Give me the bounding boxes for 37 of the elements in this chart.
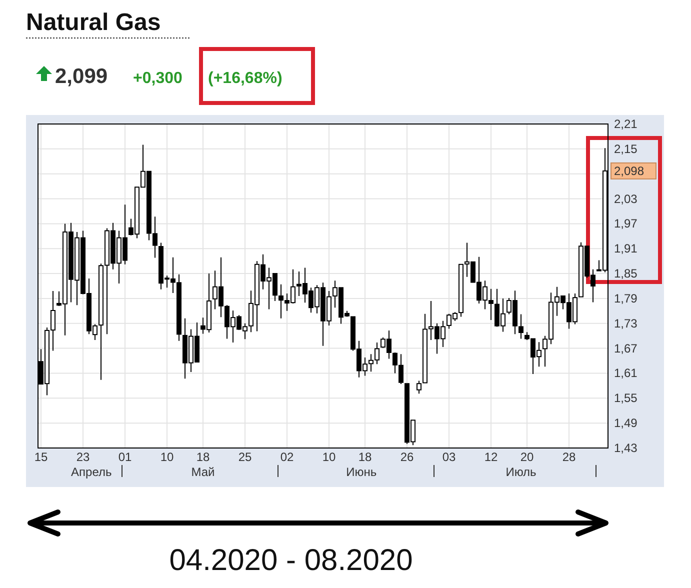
text: (+16,68%)	[208, 70, 282, 87]
y-tick-label: 2,03	[614, 192, 638, 206]
x-tick-label: 02	[280, 450, 294, 464]
text: Май	[191, 465, 215, 479]
y-tick-label: 1,79	[614, 291, 638, 306]
y-tick-label: 1,49	[614, 416, 638, 430]
y-tick-label: 1,97	[614, 216, 638, 231]
text: 2,098	[614, 164, 644, 178]
x-tick-label: 26	[400, 450, 414, 464]
y-tick-label: 1,85	[614, 266, 638, 281]
chart-subtitle: 2,099	[55, 65, 108, 88]
text: 04.2020 - 08.2020	[169, 544, 413, 577]
y-tick-label: 1,55	[614, 391, 638, 406]
y-tick-label: 2,15	[614, 142, 638, 156]
y-tick-label: 1,43	[614, 441, 638, 455]
y-tick-label: 1,73	[614, 316, 638, 330]
x-tick-label: 18	[358, 450, 372, 464]
text: Июль	[506, 465, 536, 479]
chart-title: Natural Gas	[26, 9, 161, 36]
x-tick-label: 28	[562, 450, 576, 464]
x-tick-label: 01	[118, 450, 132, 464]
text: Апрель	[71, 465, 112, 479]
x-tick-label: 20	[520, 450, 534, 464]
x-tick-label: 25	[238, 450, 252, 464]
text: +0,300	[133, 70, 182, 87]
x-tick-label: 10	[160, 450, 174, 464]
text: Июнь	[346, 465, 377, 479]
x-tick-label: 15	[34, 450, 48, 464]
x-tick-label: 23	[76, 450, 90, 464]
x-tick-label: 18	[196, 450, 210, 464]
x-tick-label: 10	[322, 450, 336, 464]
y-tick-label: 1,91	[614, 242, 638, 256]
y-tick-label: 1,61	[614, 366, 638, 380]
y-tick-label: 1,67	[614, 341, 638, 356]
y-tick-label: 2,21	[614, 117, 638, 131]
x-tick-label: 12	[484, 450, 498, 464]
x-tick-label: 03	[442, 450, 456, 464]
